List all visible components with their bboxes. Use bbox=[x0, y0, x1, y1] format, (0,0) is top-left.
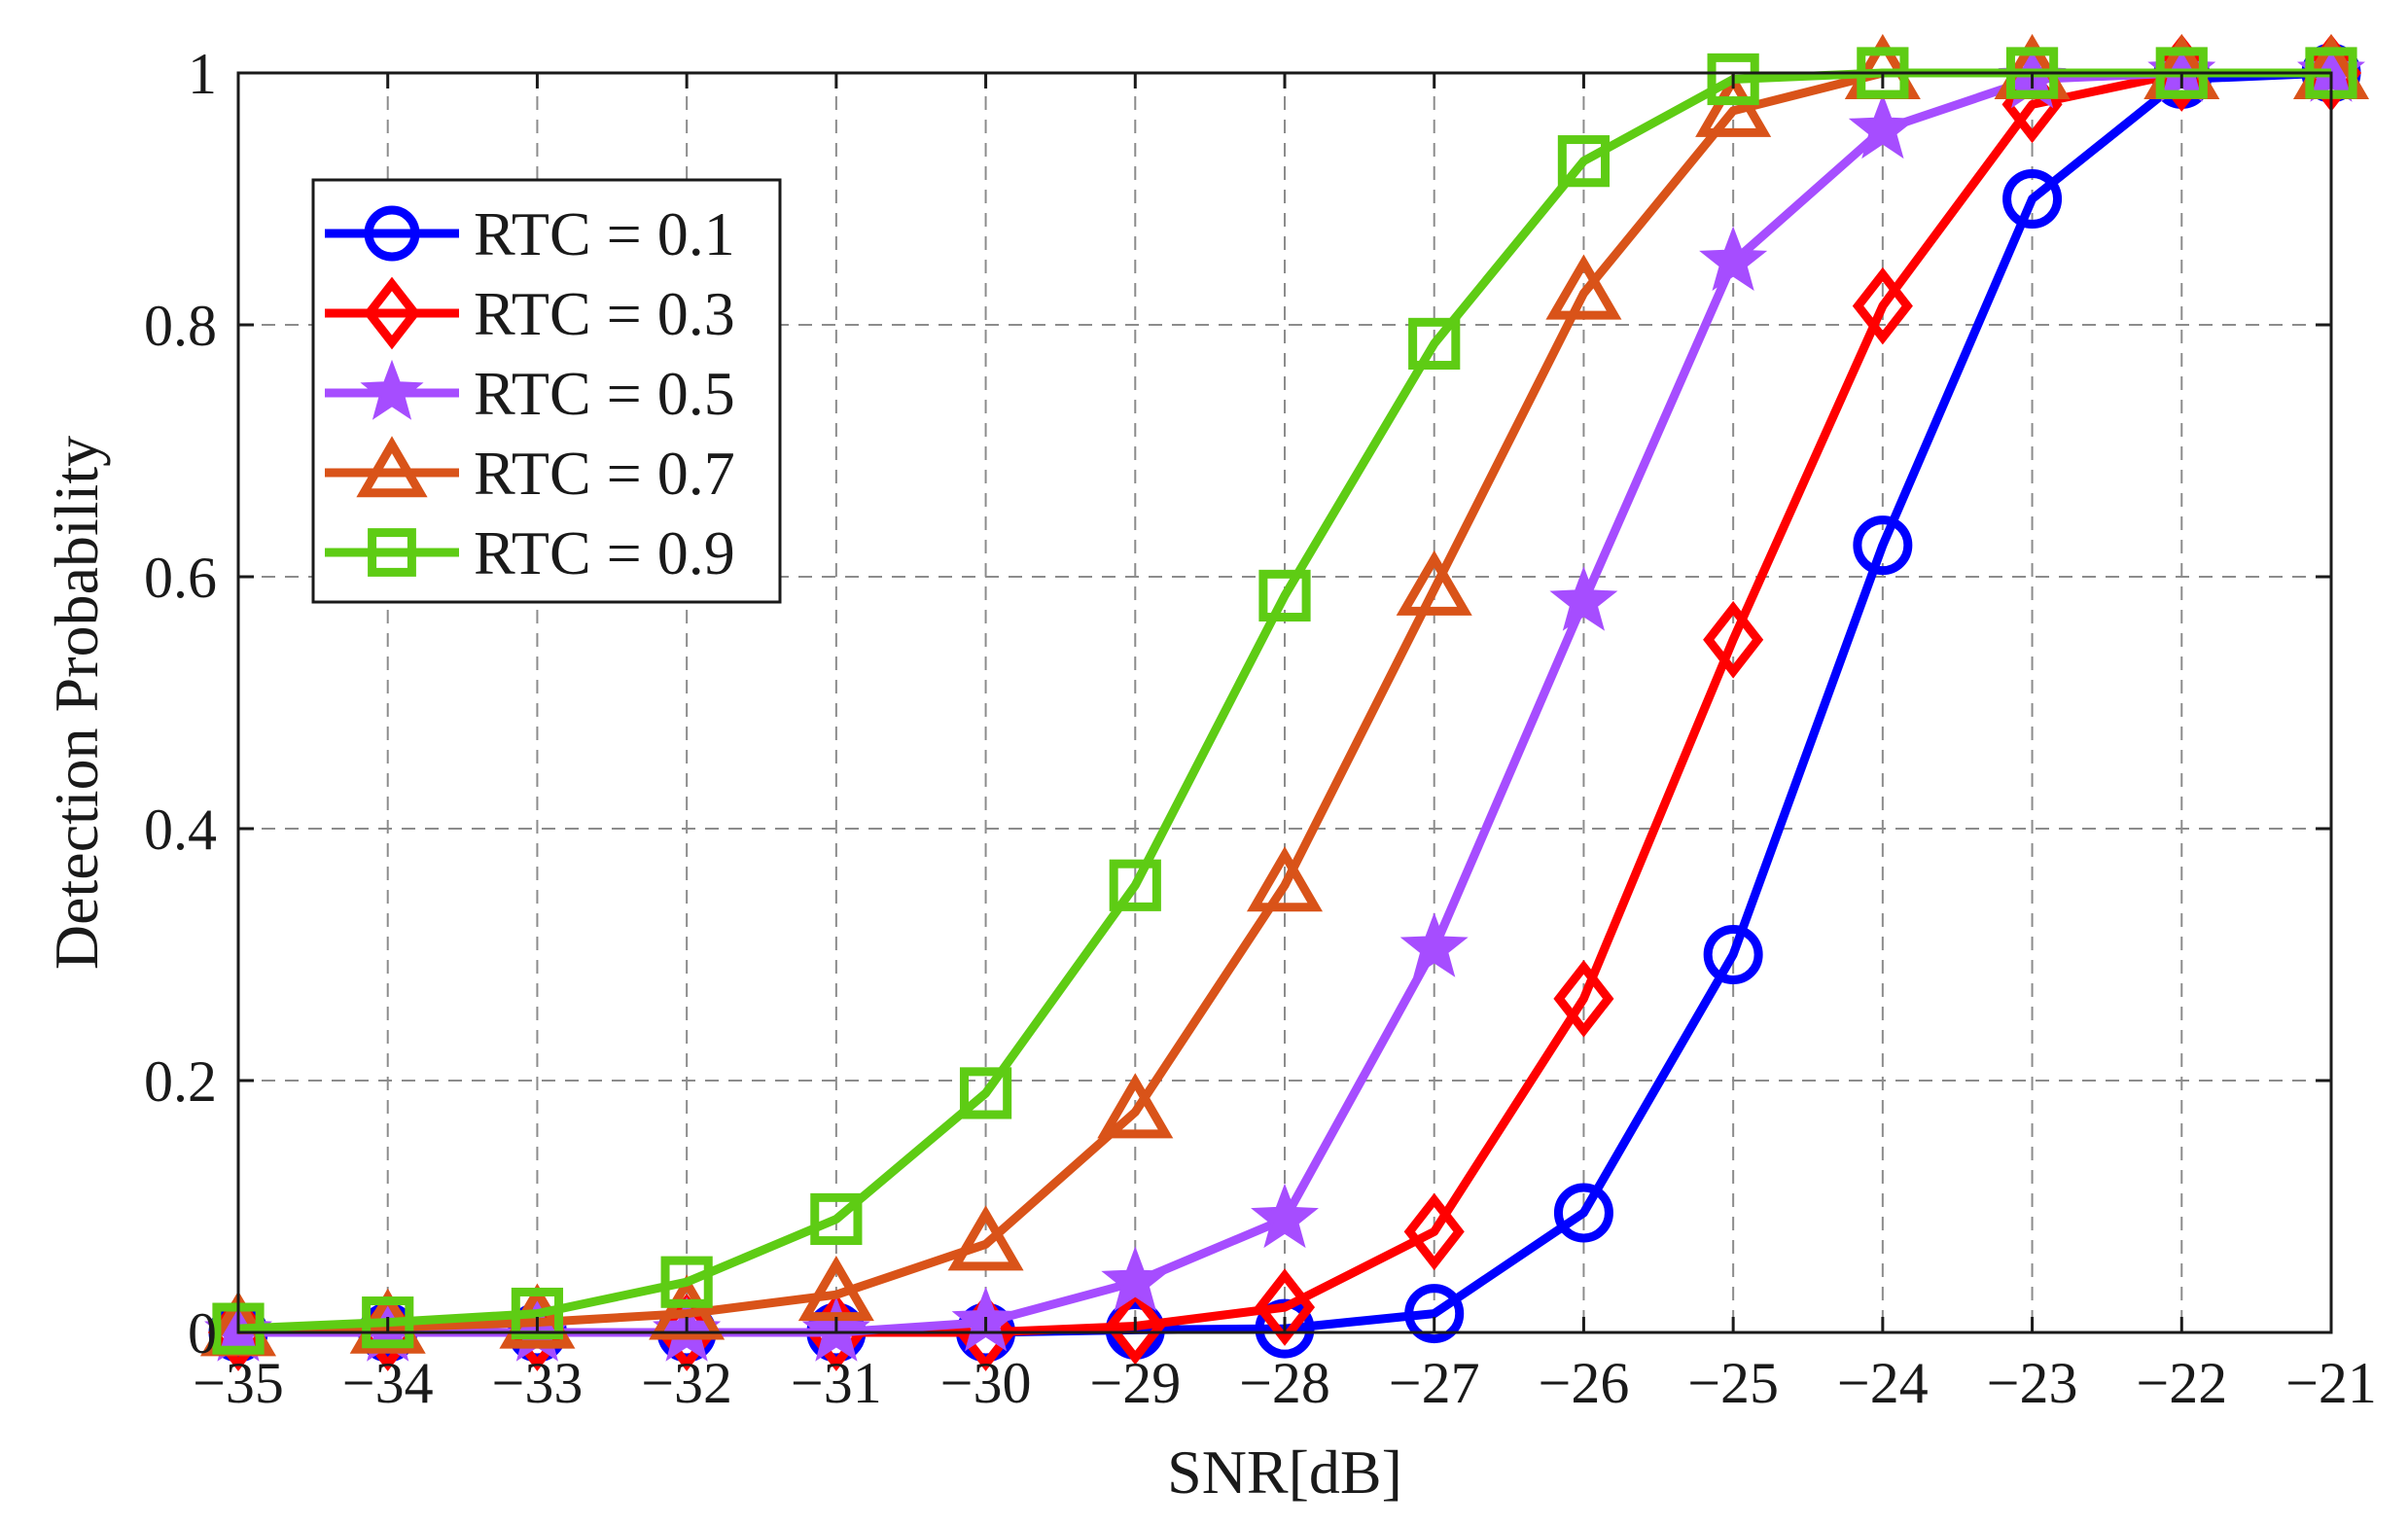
marker-triangle bbox=[1545, 254, 1622, 320]
marker-triangle bbox=[947, 1205, 1024, 1271]
y-tick-label: 0.2 bbox=[144, 1049, 217, 1114]
marker-square bbox=[362, 1296, 414, 1349]
x-tick-label: −25 bbox=[1687, 1351, 1779, 1415]
marker-triangle bbox=[356, 436, 428, 498]
x-tick-label: −24 bbox=[1837, 1351, 1929, 1415]
legend-item: RTC = 0.7 bbox=[325, 436, 735, 508]
y-axis-title: Detection Probability bbox=[42, 436, 111, 970]
marker-square bbox=[1408, 317, 1461, 371]
x-tick-label: −28 bbox=[1239, 1351, 1330, 1415]
marker-square bbox=[959, 1067, 1012, 1119]
marker-square bbox=[368, 528, 416, 577]
marker-circle bbox=[1553, 1183, 1613, 1243]
marker-triangle bbox=[1246, 846, 1324, 912]
marker-star bbox=[1699, 226, 1768, 291]
y-tick-label: 0.6 bbox=[144, 546, 217, 610]
legend-label: RTC = 0.5 bbox=[474, 359, 735, 428]
legend-item: RTC = 0.1 bbox=[325, 199, 735, 268]
marker-square bbox=[1557, 135, 1611, 188]
marker-circle bbox=[1853, 515, 1913, 576]
y-tick-label: 0.4 bbox=[144, 798, 217, 862]
marker-diamond bbox=[1254, 1268, 1316, 1346]
legend-item: RTC = 0.3 bbox=[325, 276, 735, 350]
marker-star bbox=[360, 359, 424, 420]
x-tick-label: −27 bbox=[1389, 1351, 1480, 1415]
y-tick-label: 1 bbox=[188, 42, 217, 106]
x-tick-label: −21 bbox=[2285, 1351, 2377, 1415]
marker-square bbox=[1258, 569, 1311, 622]
marker-star bbox=[1399, 912, 1469, 977]
legend-label: RTC = 0.1 bbox=[474, 199, 735, 268]
marker-star bbox=[1549, 566, 1618, 631]
marker-triangle bbox=[1097, 1073, 1174, 1139]
marker-circle bbox=[364, 205, 420, 262]
axis-ticks: −35 −34 −33 −32 −31 −30 −29 −28 −27 −26 −25 −24 −23−… bbox=[144, 42, 2377, 1415]
marker-diamond bbox=[1105, 1287, 1166, 1366]
legend: RTC = 0.1 RTC = 0.3 RTC = 0.5 RTC = 0.7 RTC … bbox=[311, 178, 782, 604]
x-tick-label: −33 bbox=[492, 1351, 584, 1415]
marker-circle bbox=[1703, 925, 1763, 984]
y-tick-label: 0.8 bbox=[144, 294, 217, 358]
legend-label: RTC = 0.7 bbox=[474, 439, 735, 508]
marker-triangle bbox=[797, 1255, 874, 1322]
x-tick-label: −35 bbox=[193, 1351, 284, 1415]
marker-diamond bbox=[363, 276, 421, 350]
legend-label: RTC = 0.3 bbox=[474, 279, 735, 348]
legend-item: RTC = 0.5 bbox=[325, 359, 735, 428]
marker-diamond bbox=[1553, 960, 1614, 1038]
x-tick-label: −22 bbox=[2136, 1351, 2227, 1415]
marker-triangle bbox=[1695, 71, 1772, 137]
marker-diamond bbox=[1703, 600, 1764, 679]
marker-square bbox=[1109, 859, 1161, 911]
x-tick-label: −31 bbox=[791, 1351, 882, 1415]
marker-circle bbox=[2002, 169, 2063, 229]
marker-square bbox=[660, 1256, 713, 1308]
marker-triangle bbox=[1396, 550, 1472, 616]
marker-star bbox=[1101, 1246, 1170, 1311]
legend-label: RTC = 0.9 bbox=[474, 518, 735, 587]
x-axis-title: SNR[dB] bbox=[1167, 1437, 1402, 1507]
marker-square bbox=[1707, 53, 1759, 106]
marker-circle bbox=[1404, 1284, 1465, 1344]
x-tick-label: −26 bbox=[1539, 1351, 1630, 1415]
marker-diamond bbox=[1403, 1192, 1465, 1271]
x-tick-label: −23 bbox=[1987, 1351, 2078, 1415]
x-tick-label: −32 bbox=[641, 1351, 732, 1415]
x-tick-label: −29 bbox=[1089, 1351, 1181, 1415]
marker-star bbox=[1251, 1183, 1319, 1249]
legend-item: RTC = 0.9 bbox=[325, 518, 735, 587]
marker-star bbox=[1848, 93, 1917, 160]
marker-square bbox=[810, 1192, 863, 1246]
x-tick-label: −30 bbox=[940, 1351, 1032, 1415]
y-tick-label: 0 bbox=[188, 1301, 217, 1366]
marker-triangle bbox=[649, 1274, 726, 1340]
marker-diamond bbox=[1852, 266, 1913, 345]
x-tick-label: −34 bbox=[342, 1351, 434, 1415]
marker-square bbox=[511, 1287, 564, 1340]
